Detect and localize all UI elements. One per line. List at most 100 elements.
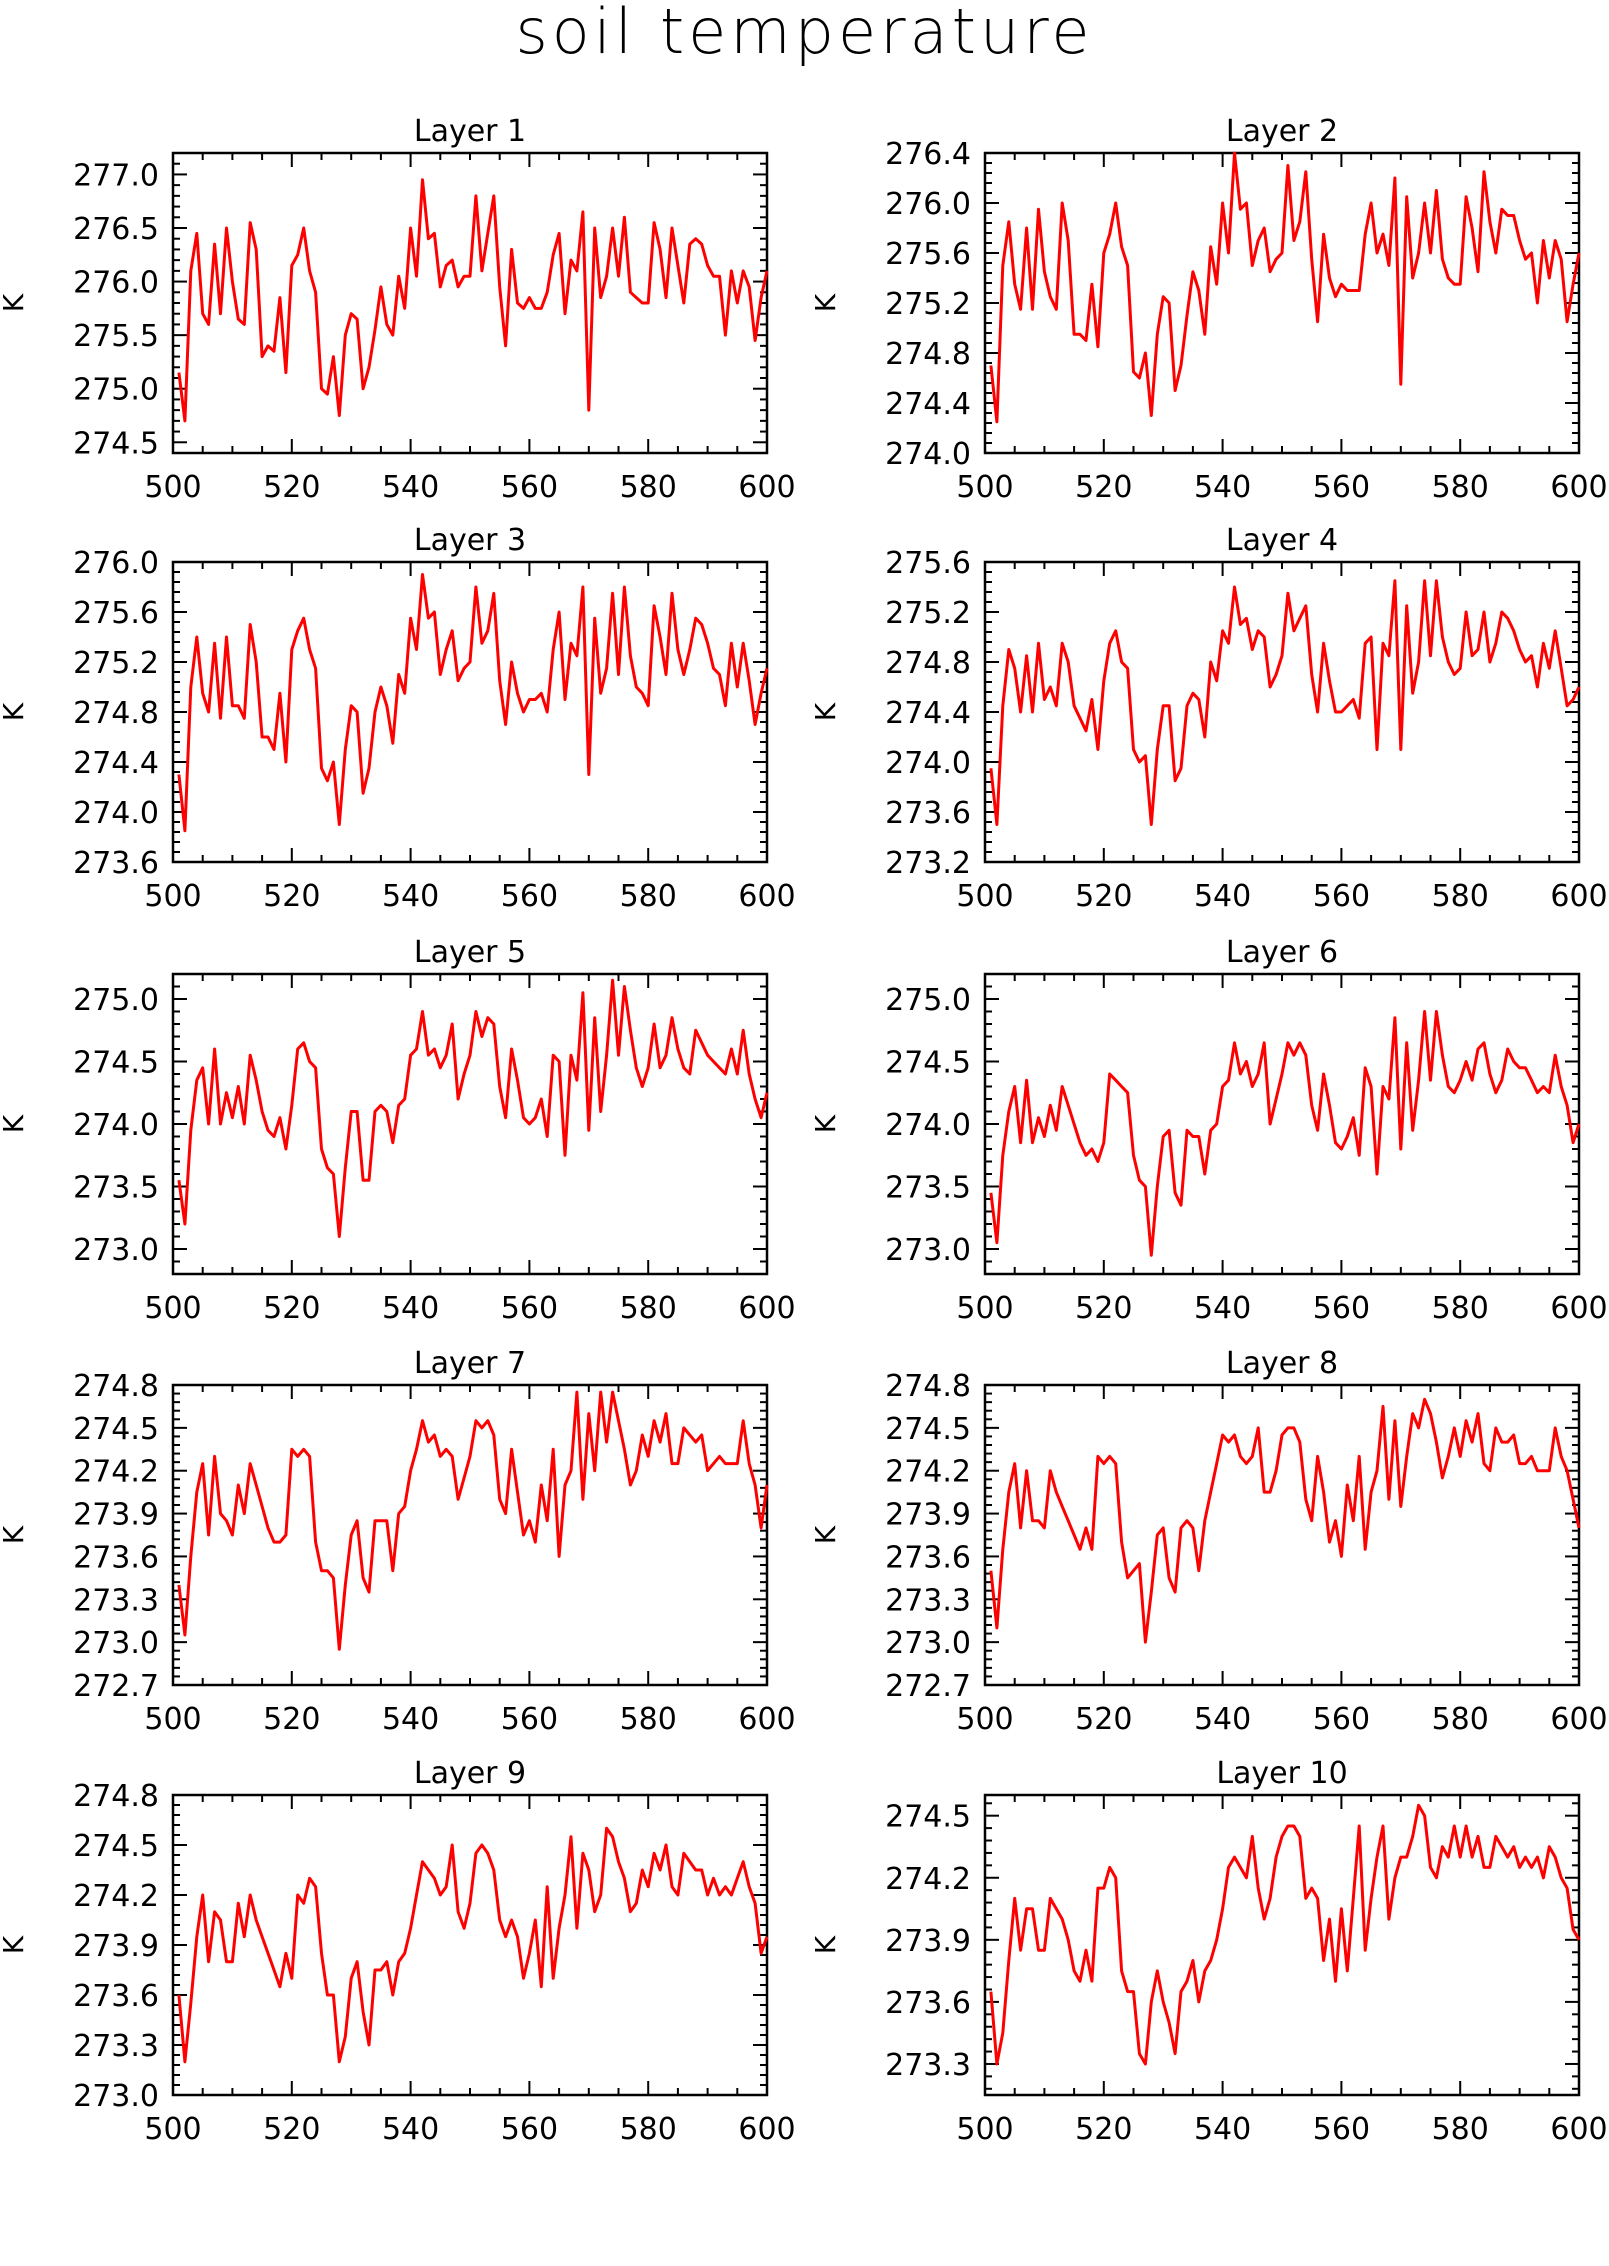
x-tick-label: 500 [144, 1291, 201, 1326]
x-tick-label: 520 [1075, 879, 1132, 914]
x-tick-label: 560 [501, 1702, 558, 1737]
x-tick-label: 600 [1550, 1291, 1607, 1326]
y-tick-label: 273.6 [73, 1540, 159, 1575]
x-tick-label: 520 [263, 1702, 320, 1737]
panel-title: Layer 1 [414, 114, 526, 149]
y-tick-label: 274.5 [73, 426, 159, 461]
y-axis-label: K [0, 1114, 30, 1133]
plot-frame [171, 151, 769, 455]
y-tick-label: 275.6 [885, 237, 971, 272]
series-line [177, 1826, 769, 2064]
x-tick-label: 520 [263, 470, 320, 505]
y-tick-label: 274.8 [73, 1369, 159, 1404]
panel-title: Layer 4 [1226, 523, 1338, 558]
x-tick-label: 560 [501, 470, 558, 505]
plot-frame [171, 1383, 769, 1687]
y-tick-label: 274.8 [73, 696, 159, 731]
y-tick-label: 273.5 [885, 1171, 971, 1206]
y-axis-label: K [0, 1935, 30, 1954]
y-tick-label: 273.0 [885, 1626, 971, 1661]
x-tick-label: 600 [1550, 2112, 1607, 2147]
series-line [989, 1397, 1581, 1644]
y-tick-label: 274.8 [885, 1369, 971, 1404]
y-tick-label: 275.0 [73, 373, 159, 408]
y-tick-label: 273.3 [885, 1583, 971, 1618]
y-tick-label: 275.0 [73, 983, 159, 1018]
x-tick-label: 520 [263, 2112, 320, 2147]
x-tick-label: 540 [382, 1291, 439, 1326]
x-tick-label: 600 [1550, 470, 1607, 505]
plot-frame [171, 1793, 769, 2097]
y-axis-label: K [0, 702, 30, 721]
panel-title: Layer 7 [414, 1346, 526, 1381]
chart-panel: 500 520 540 560 580 600 273.2 273.6 274.0 274.4 27… [809, 523, 1608, 914]
y-axis-label: K [0, 1525, 30, 1544]
y-tick-label: 274.0 [885, 746, 971, 781]
series-line [989, 1010, 1581, 1257]
y-tick-label: 274.4 [73, 746, 159, 781]
x-tick-label: 580 [1432, 879, 1489, 914]
series-line [989, 579, 1581, 826]
chart-panel: 500 520 540 560 580 600 273.6 274.0 274.4 274.8 27… [0, 523, 796, 914]
y-tick-label: 273.6 [885, 1986, 971, 2021]
y-tick-label: 273.6 [73, 846, 159, 881]
y-tick-label: 274.0 [73, 796, 159, 831]
x-tick-label: 500 [956, 470, 1013, 505]
chart-panel: 500 520 540 560 580 600 273.3 273.6 273.9 274.2 27… [809, 1756, 1608, 2147]
series-line [177, 573, 769, 833]
y-tick-label: 274.5 [885, 1800, 971, 1835]
y-axis-label: K [809, 1935, 842, 1954]
y-axis-label: K [809, 1114, 842, 1133]
panel-title: Layer 2 [1226, 114, 1338, 149]
x-tick-label: 540 [1194, 879, 1251, 914]
x-tick-label: 580 [620, 1702, 677, 1737]
x-tick-label: 540 [1194, 1702, 1251, 1737]
x-tick-label: 500 [956, 1702, 1013, 1737]
y-tick-label: 274.2 [73, 1455, 159, 1490]
y-tick-label: 275.2 [73, 646, 159, 681]
x-tick-label: 560 [1313, 879, 1370, 914]
x-tick-label: 520 [1075, 1291, 1132, 1326]
x-tick-label: 580 [1432, 470, 1489, 505]
panel-title: Layer 5 [414, 935, 526, 970]
y-tick-label: 273.0 [73, 1233, 159, 1268]
y-tick-label: 275.2 [885, 596, 971, 631]
y-tick-label: 275.5 [73, 319, 159, 354]
x-tick-label: 580 [620, 879, 677, 914]
y-axis-label: K [809, 293, 842, 312]
y-tick-label: 274.2 [885, 1862, 971, 1897]
x-tick-label: 520 [263, 879, 320, 914]
x-tick-label: 580 [620, 1291, 677, 1326]
y-tick-label: 272.7 [885, 1669, 971, 1704]
chart-panel: 500 520 540 560 580 600 273.0 273.5 274.0 274.5 27… [809, 935, 1608, 1326]
y-tick-label: 274.0 [885, 1108, 971, 1143]
x-tick-label: 500 [956, 1291, 1013, 1326]
x-tick-label: 540 [1194, 1291, 1251, 1326]
y-tick-label: 275.6 [885, 546, 971, 581]
y-tick-label: 276.0 [73, 546, 159, 581]
y-tick-label: 273.5 [73, 1171, 159, 1206]
x-tick-label: 540 [382, 1702, 439, 1737]
x-tick-label: 500 [144, 470, 201, 505]
x-tick-label: 540 [1194, 470, 1251, 505]
x-tick-label: 560 [501, 879, 558, 914]
plot-frame [983, 151, 1581, 455]
y-tick-label: 275.6 [73, 596, 159, 631]
series-line [177, 178, 769, 423]
y-tick-label: 274.8 [885, 646, 971, 681]
chart-panel: 500 520 540 560 580 600 273.0 273.3 273.6 273.9 27… [0, 1756, 796, 2147]
x-tick-label: 540 [1194, 2112, 1251, 2147]
x-tick-label: 560 [1313, 1702, 1370, 1737]
x-tick-label: 500 [144, 2112, 201, 2147]
x-tick-label: 560 [1313, 2112, 1370, 2147]
x-tick-label: 600 [738, 2112, 795, 2147]
x-tick-label: 560 [501, 1291, 558, 1326]
x-tick-label: 500 [144, 879, 201, 914]
x-tick-label: 600 [738, 1702, 795, 1737]
y-tick-label: 272.7 [73, 1669, 159, 1704]
y-tick-label: 274.0 [73, 1108, 159, 1143]
x-tick-label: 600 [738, 879, 795, 914]
x-tick-label: 520 [263, 1291, 320, 1326]
panel-title: Layer 8 [1226, 1346, 1338, 1381]
plot-frame [171, 972, 769, 1276]
